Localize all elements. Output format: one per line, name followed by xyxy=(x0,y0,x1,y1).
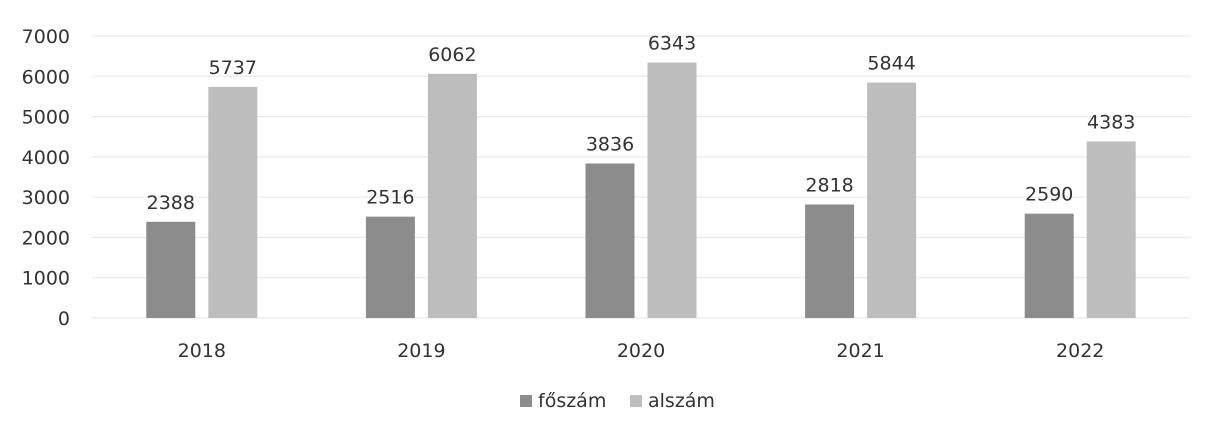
legend-label: főszám xyxy=(538,390,606,412)
y-tick-label: 7000 xyxy=(22,26,70,48)
data-label: 2818 xyxy=(805,174,853,196)
bar-foszam-2022 xyxy=(1024,213,1074,318)
gridlines xyxy=(92,35,1190,319)
legend-swatch xyxy=(630,395,642,407)
x-tick-label: 2018 xyxy=(178,340,226,362)
data-label: 2388 xyxy=(147,192,195,214)
data-label: 4383 xyxy=(1087,111,1135,133)
data-label: 5737 xyxy=(209,57,257,79)
x-tick-label: 2019 xyxy=(397,340,445,362)
y-tick-label: 1000 xyxy=(22,268,70,290)
legend: főszám alszám xyxy=(520,390,715,412)
y-axis-ticks: 0 1000 2000 3000 4000 5000 6000 7000 xyxy=(22,26,70,330)
data-label: 3836 xyxy=(586,133,634,155)
x-tick-label: 2020 xyxy=(617,340,665,362)
x-tick-label: 2021 xyxy=(836,340,884,362)
y-tick-label: 6000 xyxy=(22,66,70,88)
y-tick-label: 0 xyxy=(58,308,70,330)
x-axis-ticks: 2018 2019 2020 2021 2022 xyxy=(178,340,1105,362)
data-label: 6062 xyxy=(428,44,476,66)
y-tick-label: 3000 xyxy=(22,187,70,209)
bar-alszam-2019 xyxy=(427,73,477,319)
legend-swatch xyxy=(520,395,532,407)
data-labels: 2388 5737 2516 6062 3836 6343 2818 5844 2590 4383 xyxy=(147,32,1136,213)
x-tick-label: 2022 xyxy=(1056,340,1104,362)
legend-label: alszám xyxy=(648,390,715,412)
y-tick-label: 4000 xyxy=(22,147,70,169)
bar-alszam-2021 xyxy=(867,82,917,318)
bar-foszam-2019 xyxy=(365,216,415,318)
data-label: 5844 xyxy=(867,53,915,75)
data-label: 2590 xyxy=(1025,184,1073,206)
bar-foszam-2021 xyxy=(805,204,855,318)
bars xyxy=(146,62,1136,319)
bar-foszam-2020 xyxy=(585,163,635,318)
bar-alszam-2018 xyxy=(208,86,258,318)
y-tick-label: 5000 xyxy=(22,107,70,129)
bar-alszam-2022 xyxy=(1086,141,1136,318)
data-label: 6343 xyxy=(648,32,696,54)
bar-alszam-2020 xyxy=(647,62,697,318)
data-label: 2516 xyxy=(366,187,414,209)
bar-foszam-2018 xyxy=(146,221,196,318)
y-tick-label: 2000 xyxy=(22,227,70,249)
